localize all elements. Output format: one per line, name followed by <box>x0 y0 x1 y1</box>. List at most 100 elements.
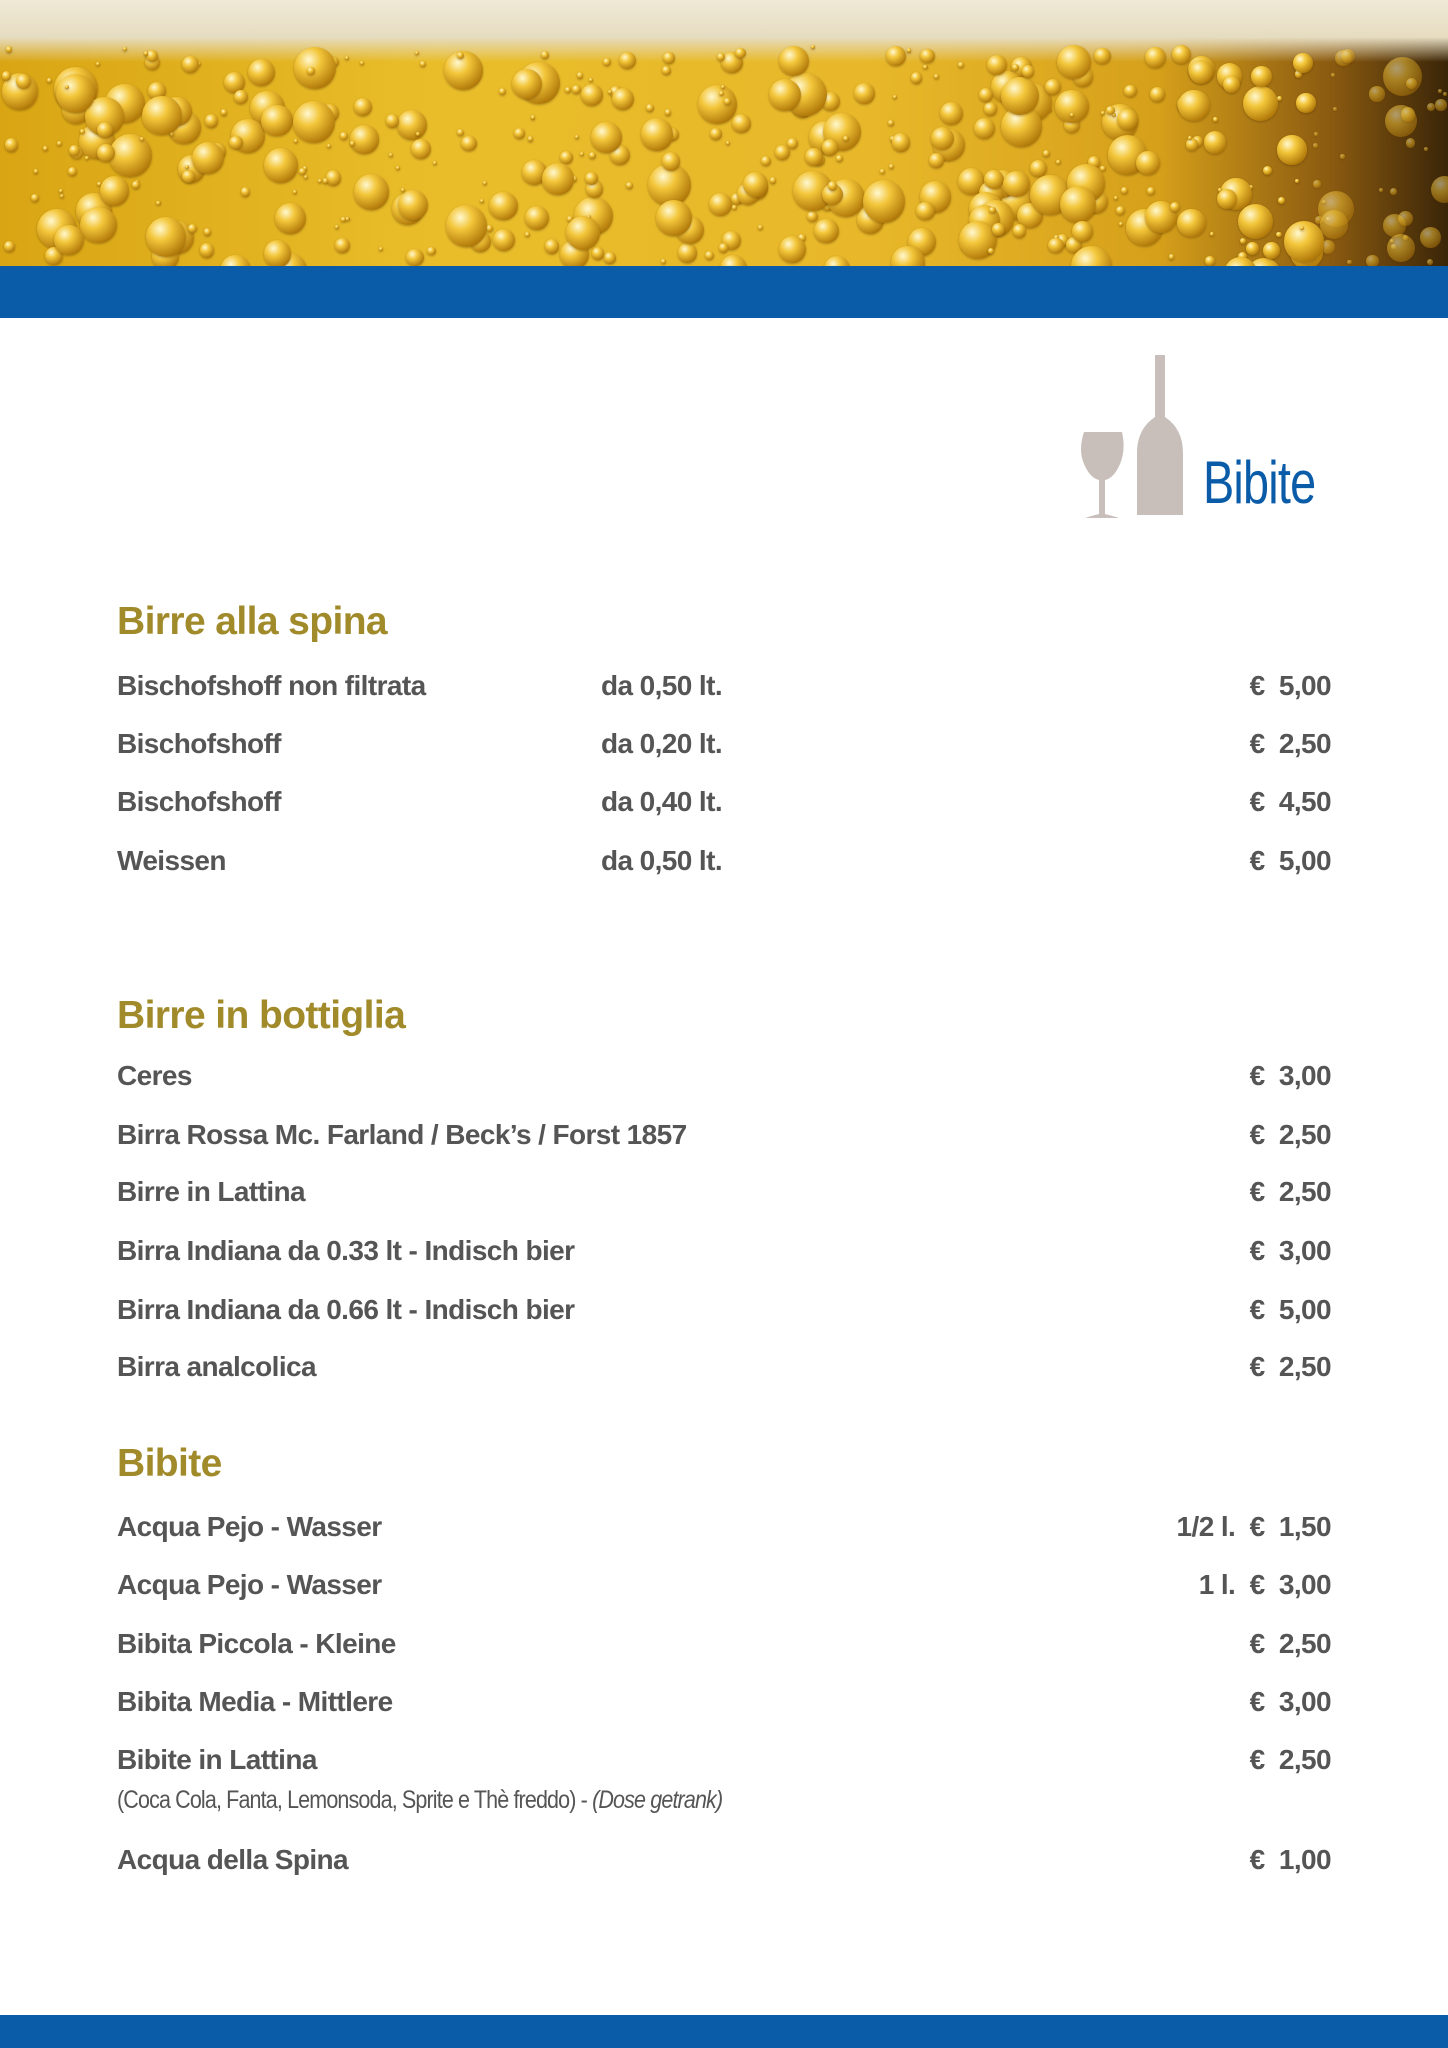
bubble <box>1146 186 1155 196</box>
bubble <box>60 193 65 198</box>
bubble <box>1 71 12 82</box>
bubble <box>530 115 536 120</box>
bubble <box>862 180 906 223</box>
item-price: € 2,50 <box>1249 1628 1332 1659</box>
bubble <box>1070 246 1112 266</box>
bubble <box>1012 224 1027 238</box>
note-italic: (Dose getrank) <box>592 1786 723 1814</box>
bubble <box>1177 89 1210 122</box>
bubble <box>723 97 732 106</box>
bubble <box>989 206 996 214</box>
bubble <box>1333 107 1338 112</box>
bubble <box>590 122 622 153</box>
bubble <box>397 110 427 141</box>
bubble <box>939 101 963 125</box>
bubble <box>233 89 248 104</box>
bubble <box>720 255 748 266</box>
bubble <box>710 128 722 140</box>
bubble <box>1072 220 1093 242</box>
bubble <box>1100 111 1106 116</box>
bubble <box>1144 47 1166 68</box>
bubble <box>188 224 198 234</box>
bubble <box>619 52 637 70</box>
item-name: Birra Indiana da 0.33 lt - Indisch bier <box>117 1235 575 1266</box>
bubble <box>46 78 52 83</box>
bubble <box>264 148 299 183</box>
bubble <box>1237 203 1274 240</box>
beer-header-image <box>0 0 1448 266</box>
bubble <box>735 47 746 59</box>
bubble <box>1262 242 1280 260</box>
bubble <box>1136 150 1160 175</box>
bubble <box>541 51 549 59</box>
bubble <box>893 94 898 99</box>
bubble <box>854 83 875 104</box>
bubble <box>344 216 350 222</box>
bubble <box>591 247 604 260</box>
bubble <box>824 255 851 266</box>
menu-item: Acqua della Spina € 1,00 <box>117 1840 1332 1880</box>
bubble <box>1117 108 1138 130</box>
bubble <box>4 138 19 153</box>
bubble <box>1390 188 1397 195</box>
bubble <box>1205 255 1216 266</box>
item-size: da 0,50 lt. <box>601 845 723 876</box>
bubble <box>1223 257 1258 266</box>
bubble <box>822 184 844 206</box>
bubble <box>457 51 465 59</box>
bubble <box>1423 147 1428 152</box>
bubble <box>716 53 726 62</box>
bubble <box>797 233 806 243</box>
item-price: € 2,50 <box>1249 1351 1332 1382</box>
bubble <box>1347 259 1352 264</box>
bubble <box>1100 165 1107 172</box>
bottom-blue-band <box>0 2015 1448 2048</box>
bubble <box>757 224 764 231</box>
bubble <box>1171 45 1191 64</box>
bubble <box>1294 179 1299 183</box>
bubble <box>560 151 574 165</box>
bubble <box>15 73 31 89</box>
item-name: Birra Indiana da 0.66 lt - Indisch bier <box>117 1294 575 1325</box>
bubble <box>122 47 127 52</box>
bubble <box>479 198 484 203</box>
bubble <box>1185 138 1199 152</box>
bubble <box>974 117 996 139</box>
bubble <box>203 228 212 236</box>
bubble <box>580 152 585 157</box>
bubble <box>760 155 772 166</box>
bubble <box>934 74 939 79</box>
bubble <box>930 127 954 151</box>
bubble <box>660 258 666 264</box>
note-text: (Coca Cola, Fanta, Lemonsoda, Sprite e T… <box>117 1786 593 1814</box>
bubble <box>698 85 737 125</box>
bubble <box>456 128 464 136</box>
bubble <box>888 120 894 126</box>
item-name: Birra Rossa Mc. Farland / Beck’s / Forst… <box>117 1119 687 1150</box>
bubble <box>585 172 599 186</box>
bubble <box>56 140 62 146</box>
bubble <box>64 84 69 89</box>
bubble <box>482 181 488 186</box>
bubble <box>718 243 729 253</box>
bubble <box>1382 57 1422 97</box>
item-price: € 2,50 <box>1249 1119 1332 1150</box>
bubble <box>1249 185 1254 190</box>
bubble <box>1055 89 1089 123</box>
bubble <box>1053 234 1059 240</box>
item-price: € 5,00 <box>1249 1294 1332 1325</box>
bubble <box>182 170 195 183</box>
item-name: Bischofshoff <box>117 728 282 759</box>
top-blue-band <box>0 266 1448 318</box>
bubble <box>821 200 833 212</box>
bubble <box>1239 238 1246 245</box>
bubble <box>661 152 680 171</box>
bubble <box>1251 66 1272 87</box>
item-price: € 3,00 <box>1249 1060 1332 1091</box>
bubble <box>139 136 144 141</box>
wine-bottle-glass-icon <box>1081 355 1183 518</box>
item-name: Bischofshoff non filtrata <box>117 670 426 701</box>
bubble <box>96 62 101 67</box>
bubble <box>327 143 332 148</box>
bubble <box>992 223 1005 236</box>
